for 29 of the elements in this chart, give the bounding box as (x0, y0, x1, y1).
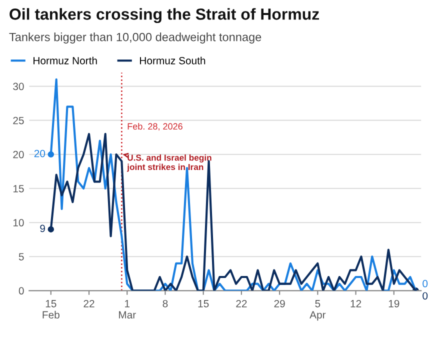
x-tick-label: 1 Mar (119, 300, 136, 319)
y-tick-label: 0 (18, 287, 24, 295)
data-label: 20 (34, 150, 46, 158)
line-series (48, 132, 419, 291)
y-tick-label: 20 (13, 150, 24, 158)
x-tick-label: 29 (274, 300, 285, 308)
x-tick-label: 22 (236, 300, 247, 308)
x-tick-label: 19 (388, 300, 400, 308)
x-tick-label: 8 (162, 300, 168, 308)
x-tick-label: 15 (198, 300, 209, 308)
data-label: 0 (422, 292, 428, 300)
x-tick-label: 22 (84, 300, 94, 308)
y-tick-label: 5 (18, 253, 24, 260)
ref-line-label: Feb. 28, 2026 (128, 122, 182, 131)
line-series (48, 78, 419, 291)
y-tick-label: 15 (13, 185, 24, 192)
y-tick-label: 25 (13, 116, 24, 124)
chart-title: Oil tankers crossing the Strait of Hormuz (10, 8, 320, 24)
legend-label: Hormuz North (34, 56, 97, 64)
data-label: 0 (422, 280, 428, 288)
x-tick-label: 15 Feb (42, 300, 60, 319)
annotation: U.S. and Israel begin joint strikes in Iran (126, 154, 212, 172)
data-label: 9 (40, 224, 45, 232)
legend-label: Hormuz South (140, 56, 206, 64)
chart-subtitle: Tankers bigger than 10,000 deadweight tonnage (9, 32, 262, 44)
y-tick-label: 10 (13, 219, 24, 226)
x-tick-label: 12 (350, 300, 362, 308)
y-tick-label: 30 (13, 82, 24, 90)
x-tick-label: 5 Apr (310, 300, 326, 321)
